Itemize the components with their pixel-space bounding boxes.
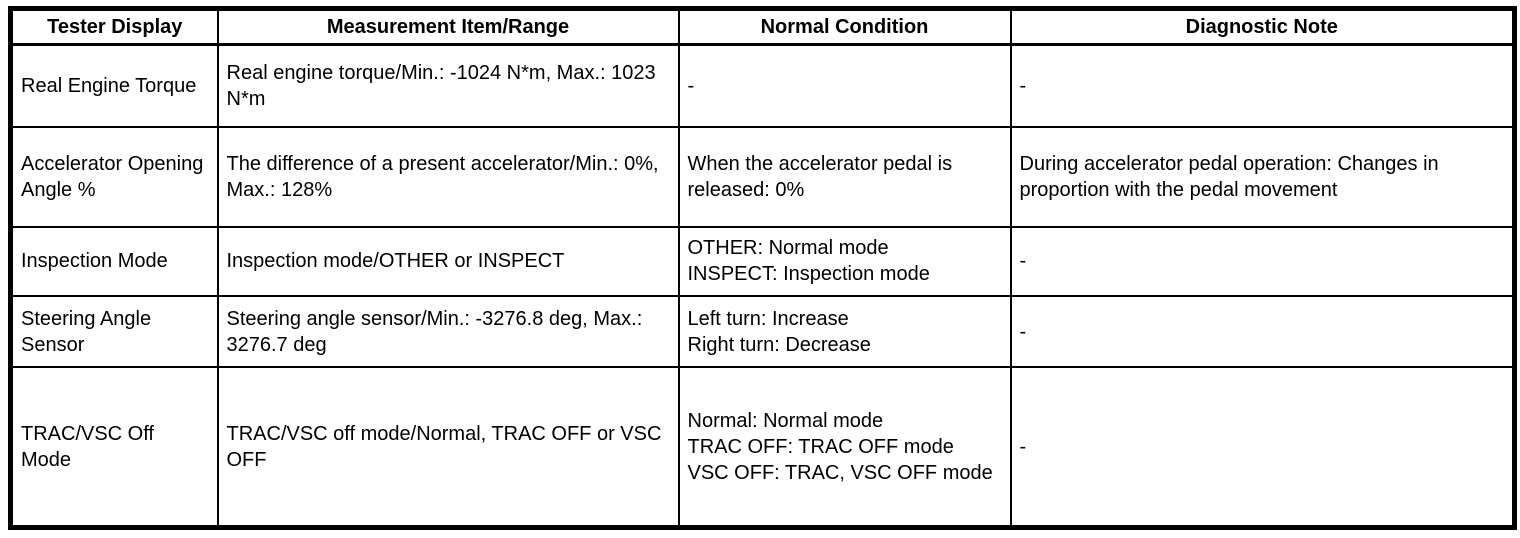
cell-normal-condition: -	[677, 43, 1012, 128]
cell-diagnostic-note: -	[1009, 43, 1516, 128]
cell-diagnostic-note: -	[1009, 366, 1516, 529]
cell-tester-display: Real Engine Torque	[9, 43, 219, 128]
cell-tester-display: Inspection Mode	[9, 225, 219, 298]
table-row-steering-angle-sensor: Steering Angle Sensor Steering angle sen…	[9, 294, 1516, 369]
table-header: Tester Display Measurement Item/Range No…	[9, 7, 1516, 46]
cell-normal-condition: Left turn: Increase Right turn: Decrease	[677, 294, 1012, 369]
cell-tester-display: Steering Angle Sensor	[9, 294, 219, 369]
cell-normal-condition: When the accelerator pedal is released: …	[677, 125, 1012, 228]
table-row-accelerator-opening-angle: Accelerator Opening Angle % The differen…	[9, 125, 1516, 228]
table-body: Real Engine Torque Real engine torque/Mi…	[9, 43, 1516, 529]
column-header-tester-display: Tester Display	[9, 7, 219, 46]
cell-diagnostic-note: -	[1009, 225, 1516, 298]
cell-measurement-item-range: The difference of a present accelerator/…	[216, 125, 680, 228]
table-row-trac-vsc-off-mode: TRAC/VSC Off Mode TRAC/VSC off mode/Norm…	[9, 366, 1516, 529]
cell-measurement-item-range: Inspection mode/OTHER or INSPECT	[216, 225, 680, 298]
table-row-real-engine-torque: Real Engine Torque Real engine torque/Mi…	[9, 43, 1516, 128]
header-row: Tester Display Measurement Item/Range No…	[9, 7, 1516, 46]
column-header-diagnostic-note: Diagnostic Note	[1009, 7, 1516, 46]
cell-normal-condition: Normal: Normal mode TRAC OFF: TRAC OFF m…	[677, 366, 1012, 529]
cell-tester-display: TRAC/VSC Off Mode	[9, 366, 219, 529]
cell-diagnostic-note: -	[1009, 294, 1516, 369]
table-row-inspection-mode: Inspection Mode Inspection mode/OTHER or…	[9, 225, 1516, 298]
cell-measurement-item-range: Steering angle sensor/Min.: -3276.8 deg,…	[216, 294, 680, 369]
diagnostic-data-table: Tester Display Measurement Item/Range No…	[8, 6, 1517, 530]
column-header-normal-condition: Normal Condition	[677, 7, 1012, 46]
column-header-measurement-item-range: Measurement Item/Range	[216, 7, 680, 46]
cell-measurement-item-range: Real engine torque/Min.: -1024 N*m, Max.…	[216, 43, 680, 128]
cell-diagnostic-note: During accelerator pedal operation: Chan…	[1009, 125, 1516, 228]
cell-measurement-item-range: TRAC/VSC off mode/Normal, TRAC OFF or VS…	[216, 366, 680, 529]
cell-normal-condition: OTHER: Normal mode INSPECT: Inspection m…	[677, 225, 1012, 298]
cell-tester-display: Accelerator Opening Angle %	[9, 125, 219, 228]
